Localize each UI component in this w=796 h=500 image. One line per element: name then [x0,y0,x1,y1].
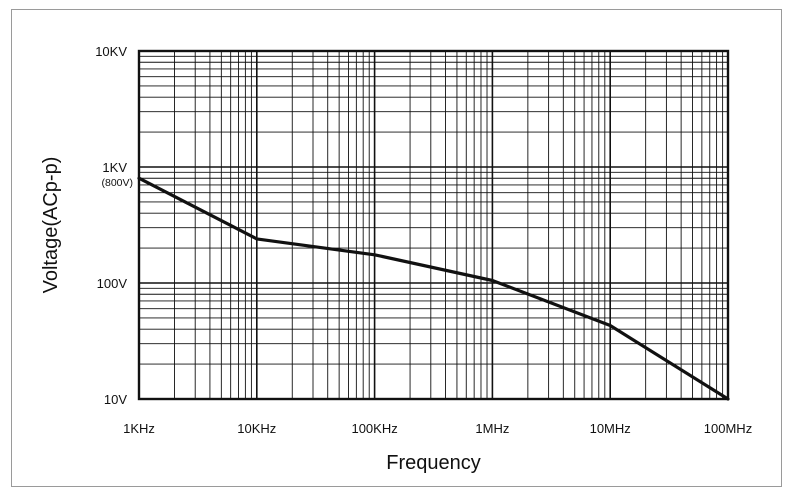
chart-frame [11,9,782,487]
x-tick-label: 10MHz [590,421,631,436]
y-tick-label: 10V [104,392,127,407]
y-tick-label: 1KV [102,160,127,175]
y-tick-labels: 10V 100V 1KV 10KV (800V) [95,44,133,407]
y-tick-label: 10KV [95,44,127,59]
x-tick-labels: 1KHz 10KHz 100KHz 1MHz 10MHz 100MHz [123,421,752,436]
series-line [137,176,730,401]
x-tick-label: 1KHz [123,421,155,436]
x-tick-label: 100KHz [351,421,397,436]
plot-border [137,49,730,401]
x-axis-label: Frequency [386,452,481,474]
annotation-800v: (800V) [101,177,133,189]
y-axis-label: Voltage(ACp-p) [40,157,62,294]
x-tick-label: 100MHz [704,421,752,436]
y-tick-label: 100V [97,276,128,291]
x-tick-label: 1MHz [475,421,509,436]
x-tick-label: 10KHz [237,421,276,436]
series-layer [137,176,730,401]
